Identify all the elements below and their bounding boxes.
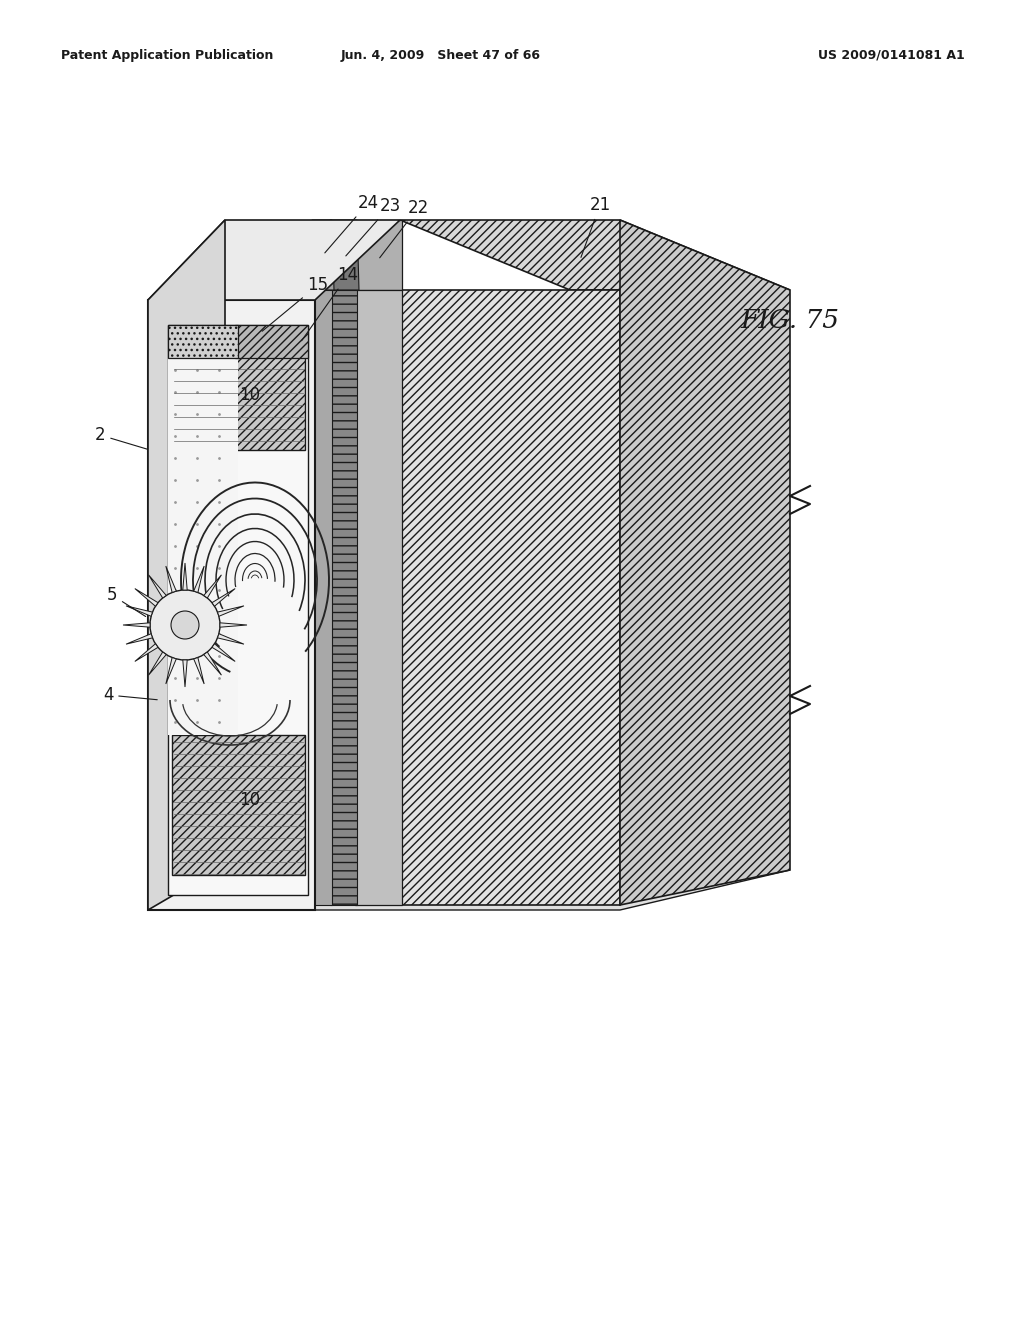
Polygon shape bbox=[172, 338, 305, 450]
Polygon shape bbox=[168, 358, 238, 735]
Polygon shape bbox=[183, 564, 187, 590]
Polygon shape bbox=[212, 644, 236, 661]
Polygon shape bbox=[148, 300, 315, 909]
Polygon shape bbox=[148, 652, 166, 675]
Polygon shape bbox=[148, 870, 790, 909]
Text: 22: 22 bbox=[380, 199, 429, 257]
Polygon shape bbox=[234, 325, 308, 358]
Text: 10: 10 bbox=[240, 791, 260, 809]
Text: 24: 24 bbox=[325, 194, 379, 253]
Polygon shape bbox=[166, 566, 176, 593]
Text: 15: 15 bbox=[262, 276, 329, 331]
Text: 5: 5 bbox=[106, 586, 145, 616]
Polygon shape bbox=[400, 220, 790, 290]
Polygon shape bbox=[135, 644, 158, 661]
Polygon shape bbox=[204, 574, 221, 598]
Polygon shape bbox=[204, 652, 221, 675]
Text: 21: 21 bbox=[581, 195, 610, 257]
Polygon shape bbox=[400, 290, 620, 906]
Polygon shape bbox=[126, 634, 153, 644]
Text: Jun. 4, 2009   Sheet 47 of 66: Jun. 4, 2009 Sheet 47 of 66 bbox=[340, 49, 541, 62]
Polygon shape bbox=[355, 290, 402, 906]
Polygon shape bbox=[123, 623, 151, 627]
Polygon shape bbox=[312, 220, 334, 290]
Text: 10: 10 bbox=[240, 385, 260, 404]
Polygon shape bbox=[330, 220, 359, 290]
Polygon shape bbox=[212, 589, 236, 606]
Text: 23: 23 bbox=[346, 197, 400, 256]
Polygon shape bbox=[220, 623, 247, 627]
Circle shape bbox=[150, 590, 220, 660]
Polygon shape bbox=[148, 220, 400, 300]
Polygon shape bbox=[194, 566, 204, 593]
Polygon shape bbox=[194, 657, 204, 684]
Polygon shape bbox=[183, 660, 187, 686]
Text: FIG. 75: FIG. 75 bbox=[740, 308, 840, 333]
Polygon shape bbox=[168, 325, 238, 358]
Polygon shape bbox=[217, 634, 244, 644]
Polygon shape bbox=[148, 574, 166, 598]
Text: 2: 2 bbox=[94, 426, 147, 449]
Polygon shape bbox=[330, 290, 357, 906]
Polygon shape bbox=[148, 220, 225, 909]
Text: 14: 14 bbox=[302, 267, 358, 341]
Text: US 2009/0141081 A1: US 2009/0141081 A1 bbox=[817, 49, 965, 62]
Polygon shape bbox=[620, 220, 790, 906]
Circle shape bbox=[171, 611, 199, 639]
Text: Patent Application Publication: Patent Application Publication bbox=[61, 49, 273, 62]
Polygon shape bbox=[168, 325, 308, 895]
Polygon shape bbox=[312, 290, 332, 906]
Polygon shape bbox=[217, 606, 244, 616]
Polygon shape bbox=[126, 606, 153, 616]
Polygon shape bbox=[355, 220, 402, 290]
Polygon shape bbox=[172, 735, 305, 875]
Polygon shape bbox=[135, 589, 158, 606]
Text: 4: 4 bbox=[102, 686, 158, 704]
Polygon shape bbox=[166, 657, 176, 684]
